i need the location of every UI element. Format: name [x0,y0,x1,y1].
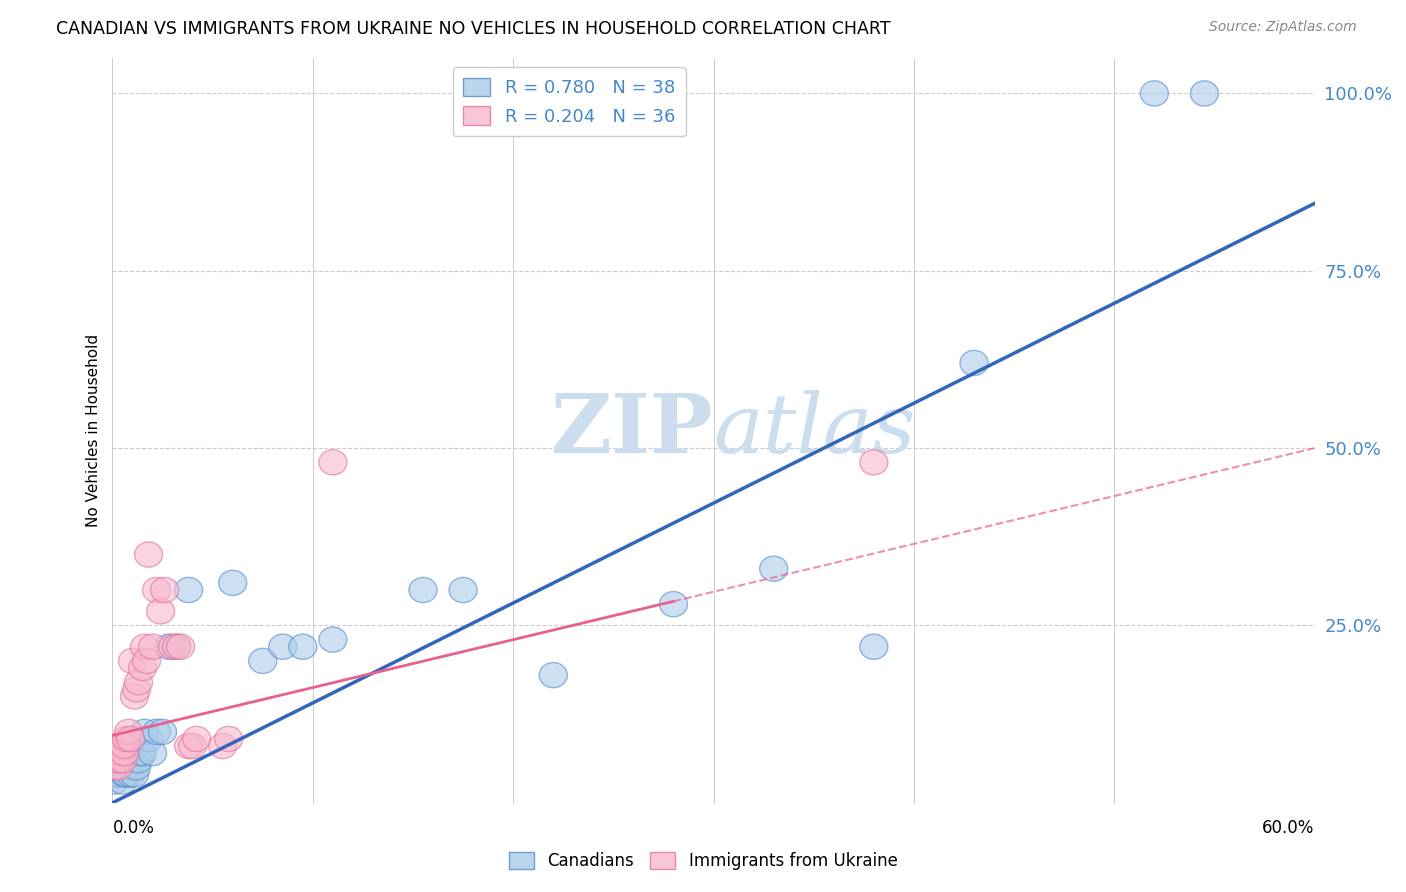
Ellipse shape [540,663,567,688]
Ellipse shape [128,740,156,765]
Ellipse shape [103,747,131,772]
Ellipse shape [135,542,163,567]
Ellipse shape [449,577,477,603]
Ellipse shape [139,634,166,659]
Text: CANADIAN VS IMMIGRANTS FROM UKRAINE NO VEHICLES IN HOUSEHOLD CORRELATION CHART: CANADIAN VS IMMIGRANTS FROM UKRAINE NO V… [56,20,891,37]
Ellipse shape [107,740,135,765]
Y-axis label: No Vehicles in Household: No Vehicles in Household [86,334,101,527]
Ellipse shape [149,719,177,745]
Ellipse shape [103,762,131,787]
Ellipse shape [112,726,141,752]
Ellipse shape [319,450,347,475]
Ellipse shape [125,670,152,695]
Ellipse shape [131,634,159,659]
Ellipse shape [142,719,170,745]
Ellipse shape [142,577,170,603]
Ellipse shape [104,755,132,780]
Ellipse shape [409,577,437,603]
Ellipse shape [128,656,156,681]
Ellipse shape [104,747,132,772]
Ellipse shape [208,733,236,759]
Ellipse shape [860,450,887,475]
Ellipse shape [100,740,128,765]
Ellipse shape [159,634,187,659]
Ellipse shape [288,634,316,659]
Ellipse shape [249,648,277,673]
Ellipse shape [659,591,688,616]
Ellipse shape [108,747,136,772]
Ellipse shape [1140,81,1168,106]
Ellipse shape [219,570,246,596]
Ellipse shape [111,762,139,787]
Ellipse shape [155,634,183,659]
Ellipse shape [117,726,145,752]
Ellipse shape [107,733,135,759]
Ellipse shape [114,719,142,745]
Text: 60.0%: 60.0% [1263,819,1315,837]
Ellipse shape [139,740,166,765]
Ellipse shape [112,762,141,787]
Ellipse shape [132,648,160,673]
Ellipse shape [174,577,202,603]
Ellipse shape [107,747,135,772]
Ellipse shape [150,577,179,603]
Ellipse shape [122,755,150,780]
Ellipse shape [114,755,142,780]
Ellipse shape [103,740,131,765]
Ellipse shape [179,733,207,759]
Ellipse shape [100,769,128,794]
Ellipse shape [127,740,155,765]
Ellipse shape [118,747,146,772]
Ellipse shape [215,726,243,752]
Legend: R = 0.780   N = 38, R = 0.204   N = 36: R = 0.780 N = 38, R = 0.204 N = 36 [453,67,686,136]
Ellipse shape [146,599,174,624]
Text: ZIP: ZIP [551,391,713,470]
Ellipse shape [269,634,297,659]
Ellipse shape [125,747,152,772]
Ellipse shape [111,740,139,765]
Ellipse shape [100,755,128,780]
Ellipse shape [104,762,132,787]
Ellipse shape [111,733,139,759]
Ellipse shape [960,351,988,376]
Ellipse shape [166,634,194,659]
Text: atlas: atlas [713,391,915,470]
Ellipse shape [174,733,202,759]
Ellipse shape [319,627,347,652]
Ellipse shape [860,634,887,659]
Ellipse shape [759,556,787,582]
Ellipse shape [1191,81,1219,106]
Ellipse shape [108,769,136,794]
Legend: Canadians, Immigrants from Ukraine: Canadians, Immigrants from Ukraine [502,845,904,877]
Text: Source: ZipAtlas.com: Source: ZipAtlas.com [1209,20,1357,34]
Ellipse shape [163,634,191,659]
Ellipse shape [131,719,159,745]
Ellipse shape [135,726,163,752]
Ellipse shape [121,762,149,787]
Ellipse shape [163,634,191,659]
Text: 0.0%: 0.0% [112,819,155,837]
Ellipse shape [121,684,149,709]
Ellipse shape [118,648,146,673]
Ellipse shape [104,755,132,780]
Ellipse shape [117,762,145,787]
Ellipse shape [183,726,211,752]
Ellipse shape [122,677,150,702]
